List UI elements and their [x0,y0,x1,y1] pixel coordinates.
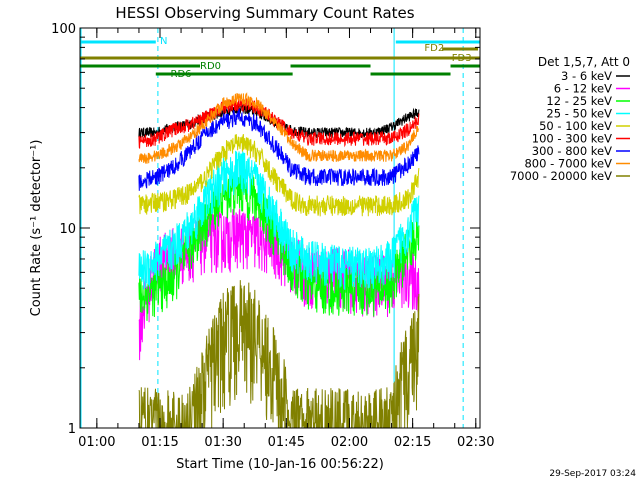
x-tick-label: 02:00 [331,435,368,450]
x-tick-label: 01:00 [78,435,115,450]
legend-label: 800 - 7000 keV [524,157,612,171]
y-tick-label: 1 [68,422,76,437]
legend-label: 3 - 6 keV [561,69,612,83]
flag-label-fd3: FD3 [452,53,472,64]
series-layer [138,91,420,429]
series-line-4 [138,133,420,217]
series-line-7 [138,91,420,164]
flag-label-rd0: RD0 [200,61,221,72]
series-line-3 [138,150,420,290]
axes: 1 10 100 01:00 01:15 01:30 01:45 02:00 02:15 02:3… [51,22,494,450]
x-tick-label: 02:30 [457,435,494,450]
x-tick-label: 01:30 [204,435,241,450]
legend-label: 7000 - 20000 keV [510,169,612,183]
flag-label-n: N [160,36,167,47]
legend-label: 300 - 800 keV [532,144,612,158]
legend-title: Det 1,5,7, Att 0 [538,55,630,69]
x-tick-label: 01:45 [268,435,305,450]
y-tick-label: 10 [59,222,76,237]
series-line-5 [138,97,420,149]
x-tick-label: 01:15 [141,435,178,450]
y-tick-label: 100 [51,22,76,37]
series-line-6 [138,108,420,191]
flag-label-fd2: FD2 [424,43,444,54]
legend-label: 6 - 12 keV [554,82,612,96]
x-tick-label: 02:15 [394,435,431,450]
legend-label: 100 - 300 keV [532,132,612,146]
y-axis-label: Count Rate (s⁻¹ detector⁻¹) [29,140,44,317]
flag-label-rd6: RD6 [171,69,192,80]
timestamp: 29-Sep-2017 03:24 [549,469,636,479]
legend-label: 50 - 100 keV [539,119,612,133]
x-axis-label: Start Time (10-Jan-16 00:56:22) [176,457,384,472]
chart-title: HESSI Observing Summary Count Rates [115,4,414,22]
legend-label: 25 - 50 keV [546,107,612,121]
legend-label: 12 - 25 keV [546,94,612,108]
flag-bars: N FD2 FD3 RD0 RD6 [80,28,480,428]
